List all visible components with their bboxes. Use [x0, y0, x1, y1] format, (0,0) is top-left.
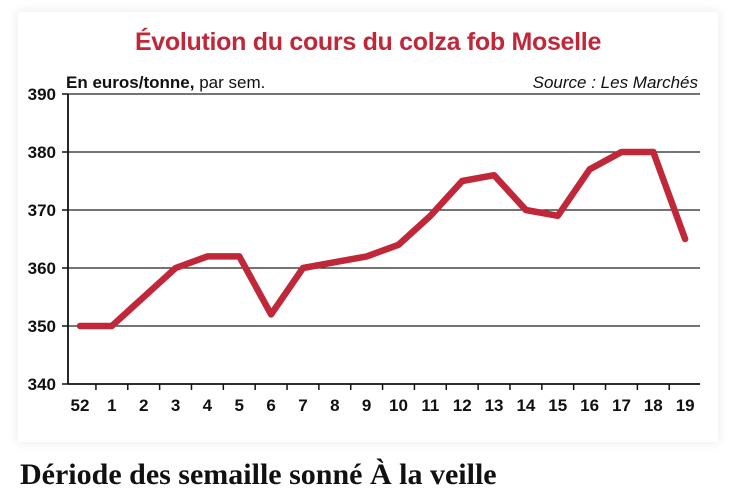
series-layer [76, 148, 689, 330]
x-tick-label: 6 [266, 396, 275, 415]
unit-label: En euros/tonne, par sem. [66, 73, 265, 93]
x-tick-label: 1 [107, 396, 116, 415]
chart-title: Évolution du cours du colza fob Moselle [134, 28, 602, 56]
x-tick-label: 10 [389, 396, 408, 415]
source-label: Source : Les Marchés [532, 73, 698, 92]
y-tick-label: 370 [28, 201, 56, 220]
x-tick-label: 4 [203, 396, 213, 415]
article-headline-fragment: Dériode des semaille sonné À la veille [20, 458, 497, 491]
y-tick-label: 350 [28, 317, 56, 336]
unit-label-rest: par sem. [194, 73, 266, 92]
x-tick-label: 19 [676, 396, 695, 415]
x-tick-label: 18 [644, 396, 663, 415]
y-tick-label: 380 [28, 143, 56, 162]
x-tick-label: 13 [485, 396, 504, 415]
y-tick-label: 360 [28, 259, 56, 278]
x-tick-label: 7 [298, 396, 307, 415]
gridlines [68, 93, 700, 327]
x-tick-label: 5 [235, 396, 244, 415]
x-tick-label: 2 [139, 396, 148, 415]
y-axis: 340 350 360 370 380 390 [28, 85, 69, 394]
unit-label-bold: En euros/tonne, [66, 73, 195, 92]
chart-card: Évolution du cours du colza fob Moselle … [18, 12, 718, 442]
x-tick-label: 9 [362, 396, 371, 415]
x-tick-label: 15 [548, 396, 567, 415]
x-axis: 52 1 2 3 4 5 6 7 8 9 10 11 12 13 14 15 16 17 18 19 [68, 383, 700, 415]
series-line [76, 148, 689, 330]
x-tick-label: 16 [580, 396, 599, 415]
x-tick-label: 17 [612, 396, 631, 415]
y-tick-label: 390 [28, 85, 56, 104]
x-tick-label: 52 [71, 396, 90, 415]
x-tick-label: 8 [330, 396, 339, 415]
x-tick-label: 14 [516, 396, 535, 415]
x-tick-label: 11 [421, 396, 439, 415]
x-tick-label: 12 [453, 396, 472, 415]
y-tick-label: 340 [28, 375, 56, 394]
x-tick-label: 3 [171, 396, 180, 415]
